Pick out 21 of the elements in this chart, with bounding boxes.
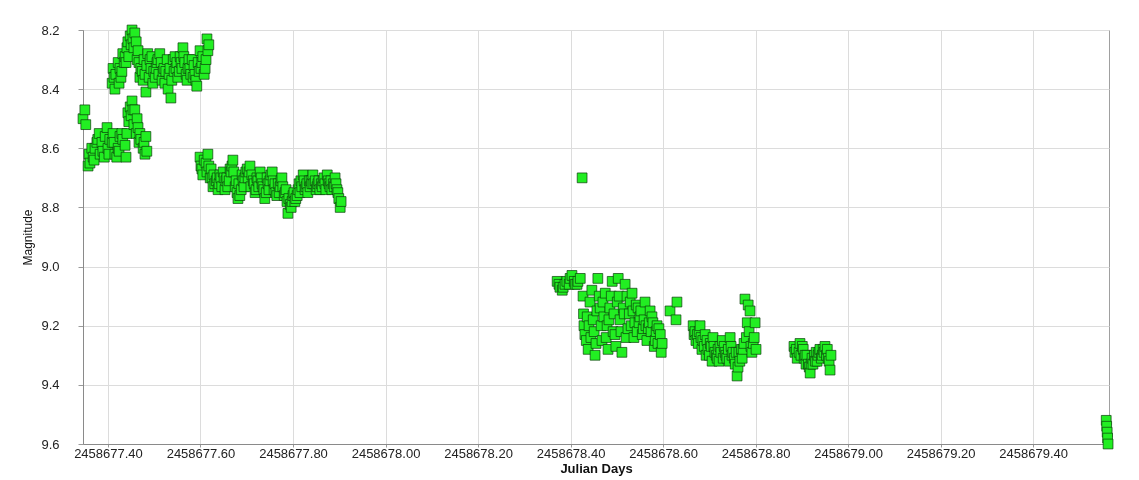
x-tick-label: 2458679.00 — [814, 445, 883, 461]
y-axis-title: Magnitude — [21, 209, 36, 266]
x-axis-title: Julian Days — [560, 460, 633, 476]
y-tick-label: 9.4 — [41, 377, 60, 393]
y-tick-label: 8.6 — [41, 140, 60, 156]
y-tick-label: 9.2 — [41, 318, 60, 334]
x-tick-label: 2458678.60 — [629, 445, 698, 461]
x-tick-label: 2458678.80 — [721, 445, 791, 461]
x-tick-label: 2458678.00 — [351, 445, 421, 461]
y-tick-label: 9.6 — [41, 436, 60, 452]
y-tick-label: 9.0 — [41, 259, 60, 275]
x-tick-label: 2458678.20 — [444, 445, 513, 461]
y-tick-label: 8.8 — [41, 199, 60, 215]
x-tick-label: 2458679.40 — [999, 445, 1068, 461]
x-tick-label: 2458677.40 — [74, 445, 143, 461]
x-tick-label: 2458677.60 — [166, 445, 236, 461]
x-tick-label: 2458679.20 — [906, 445, 976, 461]
x-tick-label: 2458677.80 — [259, 445, 328, 461]
y-tick-label: 8.4 — [41, 81, 60, 97]
x-tick-label: 2458678.40 — [536, 445, 606, 461]
y-tick-label: 8.2 — [41, 22, 60, 38]
